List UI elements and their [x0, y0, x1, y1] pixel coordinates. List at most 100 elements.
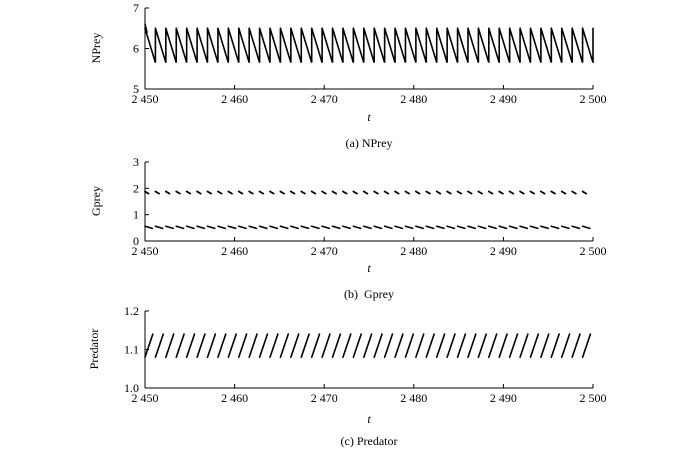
segment: [529, 225, 539, 230]
y-tick-label: 1: [133, 208, 139, 222]
segment: [425, 225, 435, 230]
y-tick-label: 1.0: [124, 381, 139, 395]
segment: [227, 225, 237, 230]
segment: [144, 333, 154, 359]
segment: [175, 333, 185, 359]
y-axis-label: Gprey: [89, 186, 103, 216]
segment: [467, 225, 477, 230]
y-tick-label: 5: [133, 82, 139, 96]
x-tick-label: 2 460: [221, 92, 248, 106]
segment: [269, 190, 275, 195]
panel-gprey: 2 450 2 460 2 470 2 480 2 490 2 500 0 1 2 3 Gprey…: [89, 155, 607, 301]
y-tick-label: 7: [133, 1, 139, 15]
segment: [560, 225, 570, 230]
segment: [560, 333, 571, 359]
segment: [498, 225, 508, 230]
segment: [456, 190, 463, 195]
segment: [383, 225, 393, 230]
series-traces: [144, 333, 592, 359]
x-tick-label: 2 480: [400, 244, 427, 258]
segment: [248, 333, 258, 359]
segment: [508, 225, 518, 230]
segment: [383, 190, 390, 195]
x-tick-label: 2 480: [400, 391, 427, 405]
initial-segment: [144, 23, 148, 34]
segment: [519, 333, 529, 359]
segment: [540, 190, 546, 195]
segment: [352, 333, 362, 359]
x-tick-label: 2 470: [311, 391, 338, 405]
segment: [331, 225, 341, 230]
segment: [467, 190, 473, 195]
segment: [383, 333, 394, 359]
segment: [425, 190, 431, 195]
segment: [456, 225, 466, 230]
segment: [237, 190, 244, 195]
series-0: [144, 333, 592, 359]
segment: [404, 225, 414, 230]
segment: [321, 225, 331, 230]
segment: [540, 333, 550, 359]
segment: [154, 225, 164, 230]
segment: [550, 333, 560, 359]
x-tick-label: 2 460: [221, 244, 248, 258]
segment: [331, 190, 338, 195]
segment: [508, 190, 515, 195]
axis-ticks: 2 450 2 460 2 470 2 480 2 490 2 500 0 1 2 3: [132, 155, 607, 258]
x-axis-label: t: [367, 261, 371, 275]
segment: [415, 333, 425, 359]
segment: [373, 225, 383, 230]
x-tick-label: 2 470: [311, 92, 338, 106]
segment: [414, 190, 421, 195]
segment: [237, 333, 248, 359]
segment: [165, 225, 174, 230]
segment: [446, 190, 452, 195]
segment: [300, 333, 310, 359]
segment: [185, 333, 196, 359]
segment: [352, 190, 358, 195]
series-0: [144, 23, 594, 63]
segment: [227, 190, 233, 195]
segment: [362, 225, 372, 230]
segment: [550, 190, 556, 195]
segment: [529, 190, 536, 195]
segment: [519, 190, 525, 195]
x-tick-label: 2 480: [400, 92, 427, 106]
segment: [487, 190, 494, 195]
segment: [342, 190, 348, 195]
segment: [394, 225, 404, 230]
x-tick-label: 2 470: [311, 244, 338, 258]
segment: [540, 225, 550, 230]
segment: [321, 190, 327, 195]
y-tick-label: 1.2: [124, 304, 139, 318]
segment: [581, 333, 592, 359]
series-0: [144, 190, 588, 195]
segment: [498, 333, 508, 359]
segment: [477, 225, 487, 230]
segment: [342, 225, 352, 230]
segment: [290, 333, 300, 359]
axis-ticks: 2 450 2 460 2 470 2 480 2 490 2 500 1.0 1.1 1.2: [124, 304, 607, 405]
segment: [435, 333, 446, 359]
x-tick-label: 2 490: [490, 391, 517, 405]
segment: [560, 190, 567, 195]
series-traces: [144, 23, 594, 63]
segment: [352, 225, 362, 230]
segment: [404, 190, 411, 195]
segment: [394, 190, 400, 195]
segment: [144, 225, 154, 230]
segment: [362, 190, 369, 195]
segment: [508, 333, 519, 359]
segment: [165, 333, 175, 359]
segment: [185, 225, 195, 230]
segment: [435, 225, 445, 230]
segment: [477, 333, 488, 359]
segment: [550, 225, 560, 230]
segment: [217, 190, 223, 195]
segment: [279, 333, 290, 359]
segment: [529, 333, 540, 359]
segment: [258, 333, 269, 359]
segment: [321, 333, 331, 359]
segment: [154, 333, 165, 359]
